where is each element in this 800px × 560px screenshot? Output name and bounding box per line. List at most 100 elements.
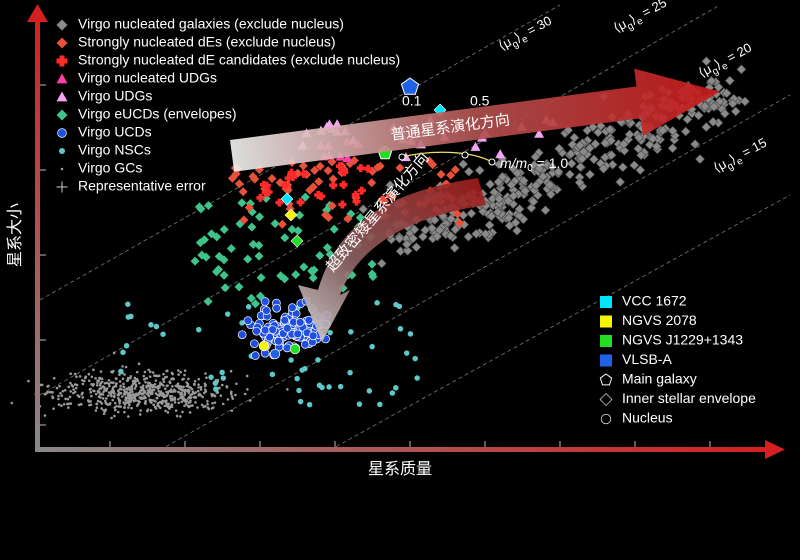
marker bbox=[92, 389, 95, 393]
marker bbox=[380, 196, 390, 206]
marker bbox=[323, 166, 333, 176]
marker bbox=[495, 149, 506, 159]
marker bbox=[206, 399, 209, 403]
marker bbox=[58, 147, 66, 155]
marker bbox=[494, 159, 504, 170]
marker bbox=[329, 181, 338, 190]
marker bbox=[106, 403, 110, 406]
marker bbox=[634, 132, 644, 143]
marker bbox=[72, 391, 75, 395]
marker bbox=[200, 403, 204, 407]
marker bbox=[214, 251, 224, 261]
marker bbox=[114, 382, 118, 386]
marker bbox=[62, 403, 66, 406]
marker bbox=[617, 162, 628, 173]
marker bbox=[112, 389, 116, 393]
marker bbox=[56, 91, 68, 102]
ratio-label: 0.1 bbox=[402, 93, 422, 109]
marker bbox=[133, 376, 137, 380]
marker bbox=[111, 381, 115, 384]
marker bbox=[248, 399, 252, 402]
marker bbox=[230, 409, 234, 412]
marker bbox=[179, 388, 183, 391]
marker bbox=[204, 200, 214, 210]
marker bbox=[100, 402, 104, 405]
marker bbox=[174, 384, 178, 388]
marker bbox=[173, 396, 177, 400]
marker bbox=[147, 394, 151, 398]
marker bbox=[376, 258, 387, 269]
marker bbox=[67, 385, 71, 389]
marker bbox=[727, 98, 738, 109]
marker bbox=[148, 322, 154, 328]
marker bbox=[270, 219, 280, 229]
marker bbox=[184, 402, 188, 406]
marker bbox=[600, 138, 611, 148]
marker bbox=[78, 375, 82, 378]
marker bbox=[190, 387, 194, 391]
marker bbox=[94, 376, 97, 380]
legend-label: Inner stellar envelope bbox=[622, 390, 756, 406]
marker bbox=[158, 386, 161, 389]
marker bbox=[470, 141, 481, 151]
marker bbox=[65, 402, 69, 406]
marker bbox=[306, 401, 313, 408]
marker bbox=[682, 114, 693, 125]
marker bbox=[593, 127, 604, 138]
marker bbox=[27, 379, 30, 383]
marker bbox=[149, 370, 152, 374]
marker bbox=[99, 370, 103, 373]
marker bbox=[120, 395, 124, 398]
legend: Virgo nucleated galaxies (exclude nucleu… bbox=[56, 16, 400, 194]
marker bbox=[281, 181, 290, 190]
marker bbox=[424, 156, 434, 166]
marker bbox=[99, 387, 103, 390]
label-part: = 15 bbox=[736, 135, 769, 162]
marker bbox=[132, 399, 136, 403]
marker bbox=[52, 376, 56, 380]
marker bbox=[364, 164, 373, 173]
marker bbox=[290, 234, 304, 248]
marker bbox=[574, 140, 585, 151]
label-part: = 1.0 bbox=[533, 155, 569, 171]
marker bbox=[127, 399, 130, 403]
marker bbox=[408, 233, 418, 244]
marker bbox=[148, 400, 152, 403]
marker bbox=[300, 340, 310, 349]
marker bbox=[307, 266, 317, 276]
marker bbox=[179, 370, 182, 374]
marker bbox=[357, 186, 366, 195]
marker bbox=[239, 215, 249, 225]
marker bbox=[162, 380, 166, 384]
label-part: g bbox=[510, 38, 520, 50]
marker bbox=[295, 210, 305, 220]
marker bbox=[484, 220, 495, 230]
marker bbox=[155, 396, 159, 400]
marker bbox=[250, 299, 260, 309]
ratio-point bbox=[488, 158, 496, 166]
marker bbox=[327, 157, 337, 167]
marker bbox=[305, 185, 315, 195]
marker bbox=[60, 394, 64, 397]
marker bbox=[471, 228, 482, 239]
marker bbox=[118, 387, 122, 390]
marker bbox=[211, 401, 214, 405]
marker bbox=[116, 410, 120, 414]
marker bbox=[598, 163, 609, 174]
marker bbox=[207, 229, 217, 239]
marker bbox=[154, 407, 158, 410]
marker bbox=[57, 397, 60, 401]
marker bbox=[118, 368, 124, 375]
marker bbox=[280, 315, 290, 325]
marker bbox=[109, 381, 113, 384]
marker bbox=[599, 373, 613, 386]
marker bbox=[186, 389, 189, 393]
marker bbox=[337, 383, 344, 390]
marker bbox=[131, 390, 134, 393]
marker bbox=[289, 343, 301, 355]
legend-label: Nucleus bbox=[622, 410, 673, 426]
marker bbox=[282, 343, 292, 353]
marker bbox=[349, 155, 359, 165]
marker bbox=[269, 348, 281, 360]
legend-label: Virgo UDGs bbox=[78, 88, 152, 104]
